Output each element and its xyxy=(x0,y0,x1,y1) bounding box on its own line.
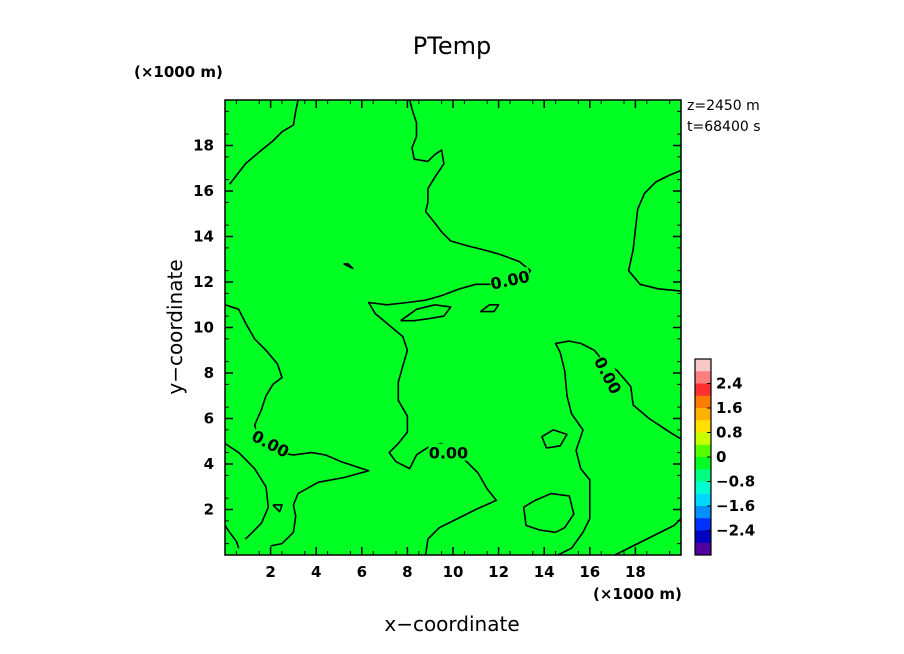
x-tick-label: 8 xyxy=(402,563,412,581)
y-tick-label: 18 xyxy=(193,137,214,155)
colorbar-segment xyxy=(695,444,711,458)
contour-label-mask xyxy=(591,353,626,397)
colorbar-segment xyxy=(695,371,711,384)
minor-ticks xyxy=(225,100,681,555)
major-ticks xyxy=(225,100,681,555)
x-tick-label: 6 xyxy=(357,563,367,581)
colorbar: 2.4 1.6 0.8 0 −0.8 −1.6 −2.4 xyxy=(694,358,755,556)
y-tick-label: 12 xyxy=(193,273,214,291)
colorbar-segment xyxy=(695,457,711,470)
x-unit-label: (×1000 m) xyxy=(593,585,682,603)
contour-line-6 xyxy=(627,169,682,292)
temperature-field xyxy=(225,100,681,555)
contour-line-14 xyxy=(614,518,682,556)
contour-line-4 xyxy=(479,304,500,313)
contour-label-mask xyxy=(249,426,293,460)
y-tick-label: 14 xyxy=(193,228,214,246)
y-tick-label: 6 xyxy=(204,410,214,428)
colorbar-segment xyxy=(695,432,711,446)
contour-line-13 xyxy=(554,340,682,556)
contour-label-mask xyxy=(428,443,469,461)
y-tick-label: 2 xyxy=(204,501,214,519)
x-tick-labels: 2 4 6 8 10 12 14 16 18 xyxy=(265,563,645,581)
colorbar-label: −2.4 xyxy=(716,522,755,540)
colorbar-segment xyxy=(695,481,711,495)
y-tick-label: 16 xyxy=(193,182,214,200)
colorbar-segment xyxy=(695,493,711,507)
colorbar-label: 0 xyxy=(716,448,726,466)
colorbar-segment xyxy=(695,359,711,372)
colorbar-label: 2.4 xyxy=(716,375,743,393)
y-tick-label: 4 xyxy=(204,455,214,473)
y-unit-label: (×1000 m) xyxy=(134,63,223,81)
colorbar-label: −0.8 xyxy=(716,473,755,491)
colorbar-label: 0.8 xyxy=(716,424,743,442)
height-info: z=2450 m xyxy=(687,98,760,114)
x-tick-label: 18 xyxy=(625,563,646,581)
contour-line-9 xyxy=(224,524,240,549)
colorbar-segment xyxy=(695,469,711,482)
colorbar-label: 1.6 xyxy=(716,399,743,417)
chart-title: PTemp xyxy=(413,32,491,60)
contour-line-8 xyxy=(224,442,270,540)
colorbar-segment xyxy=(695,420,711,433)
contour-line-11 xyxy=(522,492,575,534)
time-info: t=68400 s xyxy=(687,119,761,135)
colorbar-segment xyxy=(695,408,711,421)
contour-line-1 xyxy=(228,99,299,185)
colorbar-segment xyxy=(695,383,711,397)
contour-line-12 xyxy=(541,429,568,449)
colorbar-segment xyxy=(695,506,711,519)
contour-label-mask xyxy=(488,266,532,292)
contour-line-5 xyxy=(343,263,354,270)
x-axis-title: x−coordinate xyxy=(384,612,519,636)
colorbar-label: −1.6 xyxy=(716,497,755,515)
y-axis-title: y−coordinate xyxy=(163,259,187,394)
contour-line-10 xyxy=(272,504,283,513)
colorbar-segment xyxy=(695,542,711,556)
contour-label: 0.00 xyxy=(429,444,468,463)
contour-lines xyxy=(224,99,682,556)
colorbar-segment xyxy=(695,395,711,409)
y-tick-label: 10 xyxy=(193,319,214,337)
x-tick-label: 2 xyxy=(265,563,275,581)
x-tick-label: 12 xyxy=(488,563,509,581)
y-tick-label: 8 xyxy=(204,364,214,382)
x-tick-label: 10 xyxy=(443,563,464,581)
colorbar-segment xyxy=(695,530,711,544)
y-tick-labels: 2 4 6 8 10 12 14 16 18 xyxy=(193,137,214,519)
x-tick-label: 14 xyxy=(534,563,555,581)
x-tick-label: 4 xyxy=(311,563,321,581)
x-tick-label: 16 xyxy=(579,563,600,581)
colorbar-segment xyxy=(695,518,711,531)
contour-line-3 xyxy=(400,304,452,322)
